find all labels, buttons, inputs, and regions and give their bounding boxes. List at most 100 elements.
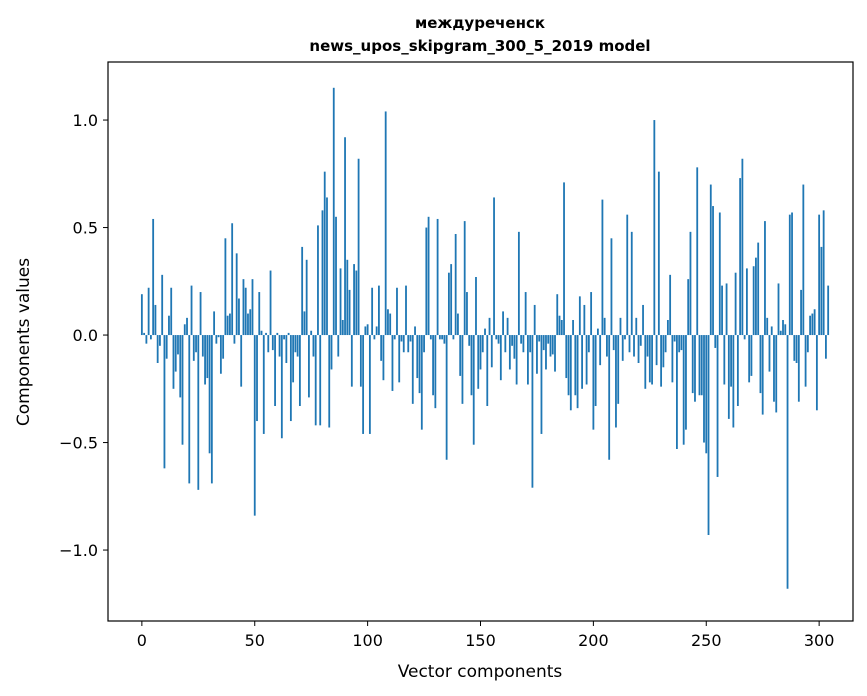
bar: [603, 317, 606, 336]
bar: [583, 304, 586, 336]
bar: [197, 335, 200, 490]
bar: [527, 335, 529, 385]
bar: [398, 335, 401, 383]
bar: [328, 335, 331, 428]
bar: [409, 335, 412, 342]
bar: [274, 335, 276, 406]
bar: [585, 335, 588, 385]
bar: [168, 315, 170, 336]
bar: [705, 335, 708, 454]
bar: [226, 315, 229, 336]
bar: [779, 330, 782, 336]
bar: [657, 171, 660, 336]
bar: [224, 238, 227, 336]
bar: [267, 335, 270, 353]
bar: [685, 335, 687, 430]
bar: [366, 324, 369, 336]
bar: [301, 246, 304, 336]
bar: [278, 335, 281, 357]
bar: [703, 335, 705, 443]
bar: [653, 120, 656, 336]
bar: [739, 178, 742, 336]
y-axis-label: Components values: [14, 258, 34, 426]
bar: [359, 335, 362, 387]
bar: [538, 335, 541, 342]
bar: [445, 335, 448, 460]
bar: [242, 279, 245, 336]
bar: [217, 335, 220, 338]
bar: [520, 335, 523, 344]
bar: [768, 335, 771, 372]
bar: [490, 335, 493, 368]
bar: [468, 335, 471, 346]
bar: [260, 330, 263, 336]
bar: [143, 332, 146, 336]
bar: [815, 335, 818, 411]
bar: [764, 221, 766, 336]
bar: [470, 335, 473, 396]
bar: [204, 335, 206, 385]
bar: [777, 283, 780, 336]
bar: [766, 317, 769, 336]
bar: [669, 274, 672, 336]
bar: [545, 335, 547, 370]
bar: [542, 335, 545, 351]
bar: [800, 289, 802, 336]
bar: [594, 335, 597, 406]
bar: [466, 292, 468, 336]
bar: [235, 253, 238, 336]
bar: [371, 287, 374, 336]
bar: [418, 335, 421, 394]
bar: [321, 210, 324, 336]
bar: [716, 335, 719, 477]
bar: [195, 335, 197, 353]
bar: [676, 335, 678, 449]
bar: [802, 184, 805, 336]
bar: [357, 158, 360, 336]
bar: [438, 335, 441, 340]
bar: [285, 335, 288, 363]
bar: [506, 317, 509, 336]
bar: [249, 309, 252, 336]
bar: [308, 335, 310, 398]
bar: [648, 335, 651, 383]
bar: [391, 335, 394, 391]
bar: [696, 167, 699, 336]
bar: [655, 335, 658, 366]
bar: [666, 320, 669, 336]
x-axis-label: Vector components: [398, 662, 563, 682]
bar: [332, 87, 335, 336]
bar: [567, 335, 570, 396]
bar: [592, 335, 595, 430]
bar: [233, 335, 236, 344]
bar: [339, 268, 342, 336]
bar: [662, 335, 665, 368]
bar: [786, 335, 789, 589]
bar: [244, 287, 247, 336]
bar: [748, 335, 751, 383]
bar: [624, 335, 626, 340]
bar: [795, 335, 798, 363]
bar: [608, 335, 611, 460]
bar: [664, 335, 667, 353]
bar: [238, 298, 240, 336]
bar: [305, 259, 308, 336]
bar: [165, 335, 168, 359]
bar: [479, 335, 482, 370]
bar: [827, 285, 830, 336]
x-tick-label: 150: [465, 631, 496, 650]
bar: [265, 332, 267, 336]
bar: [811, 313, 814, 336]
bar: [678, 335, 681, 353]
bar: [694, 335, 696, 402]
bar-series: [140, 87, 830, 589]
bar: [396, 287, 398, 336]
bar: [222, 335, 225, 359]
bar: [619, 317, 622, 336]
bar: [721, 285, 723, 336]
bar: [743, 335, 746, 340]
bar: [723, 335, 726, 385]
bar: [775, 335, 778, 413]
bar: [269, 270, 272, 336]
